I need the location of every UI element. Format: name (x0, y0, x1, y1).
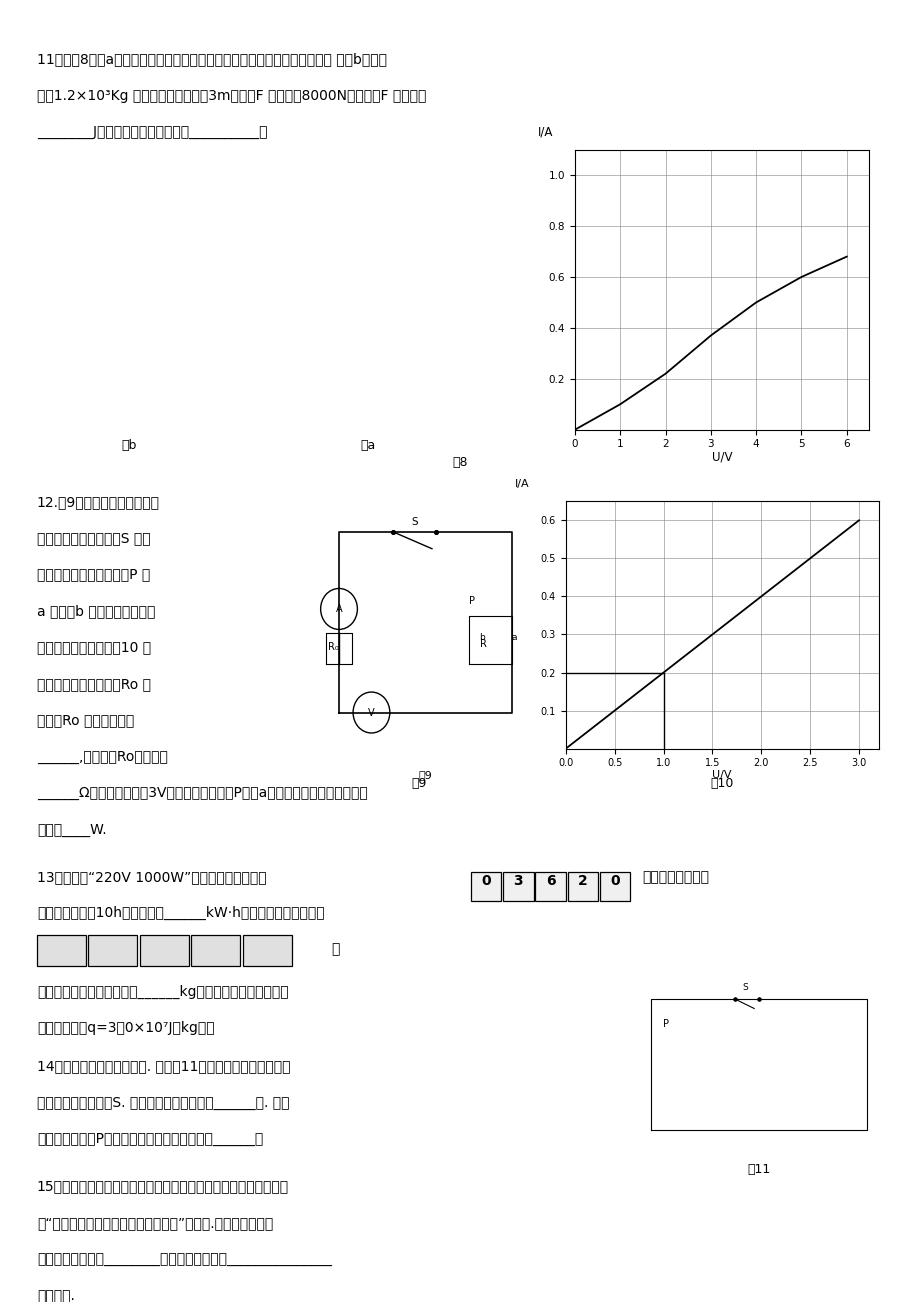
Bar (471, 872, 501, 901)
Text: 极指向地理位置的________方，是因为它受到_______________: 极指向地理位置的________方，是因为它受到_______________ (37, 1253, 332, 1267)
X-axis label: U/V: U/V (711, 769, 732, 780)
Text: 15、南宋民族英雄文天祥（江西吉安人），在《扬子江》一诗中著: 15、南宋民族英雄文天祥（江西吉安人），在《扬子江》一诗中著 (37, 1180, 289, 1194)
Text: 路中，正常工作10h，消耗电能______kW·h，此时电能表示数变为: 路中，正常工作10h，消耗电能______kW·h，此时电能表示数变为 (37, 906, 324, 921)
Text: 图8: 图8 (452, 456, 467, 469)
Bar (191, 935, 240, 966)
Y-axis label: I/A: I/A (514, 479, 528, 490)
Text: 图11: 图11 (746, 1163, 770, 1176)
Text: ______,定値电阔Ro的阔値是: ______,定値电阔Ro的阔値是 (37, 750, 167, 764)
Text: 12.图9是某同学探究电流与电: 12.图9是某同学探究电流与电 (37, 495, 160, 509)
Text: a 端移至b 端，电流表和电压: a 端移至b 端，电流表和电压 (37, 604, 155, 618)
Bar (243, 935, 291, 966)
Text: 图9: 图9 (411, 777, 425, 790)
Text: 示。由图像可得：通过Ro 的: 示。由图像可得：通过Ro 的 (37, 677, 151, 691)
Text: （焦炭的热値q=3．0×10⁷J／kg）。: （焦炭的热値q=3．0×10⁷J／kg）。 (37, 1021, 214, 1035)
Text: 6: 6 (545, 874, 555, 888)
Text: 图b: 图b (121, 439, 136, 452)
Text: 场的作用.: 场的作用. (37, 1289, 74, 1302)
Text: P: P (468, 596, 474, 607)
Text: 0: 0 (481, 874, 491, 888)
Bar (140, 935, 188, 966)
Text: 下“臣心一片磁针石，不指南方不肯休”的诗句.这里磁针石的南: 下“臣心一片磁针石，不指南方不肯休”的诗句.这里磁针石的南 (37, 1216, 273, 1230)
Text: a: a (511, 633, 516, 642)
Text: 量为1.2×10³Kg 的重物竞直匀速提高3m，拉力F 的大小为8000N，则拉力F 做的功为: 量为1.2×10³Kg 的重物竞直匀速提高3m，拉力F 的大小为8000N，则拉… (37, 89, 425, 103)
Text: S: S (742, 983, 747, 992)
Text: 本次用电与完全燃烧质量为______kg的焦炭所释放的热量相等: 本次用电与完全燃烧质量为______kg的焦炭所释放的热量相等 (37, 984, 289, 999)
Bar (88, 935, 137, 966)
Bar (535, 872, 565, 901)
Text: 压关系的电路图。开关S 闭合: 压关系的电路图。开关S 闭合 (37, 531, 151, 546)
Text: b: b (479, 633, 485, 642)
Text: 2: 2 (577, 874, 587, 888)
Text: 3: 3 (513, 874, 523, 888)
Text: 图a: 图a (360, 439, 375, 452)
Bar (567, 872, 597, 901)
X-axis label: U/V: U/V (711, 450, 732, 464)
Text: 功率是____W.: 功率是____W. (37, 823, 107, 837)
Text: V: V (368, 707, 374, 717)
Text: R₀: R₀ (328, 642, 338, 652)
Text: 动变阔器的滑片P向左移动时，电磁铁的磁性将______。: 动变阔器的滑片P向左移动时，电磁铁的磁性将______。 (37, 1133, 263, 1146)
Text: 电流与Ro 两端的电压成: 电流与Ro 两端的电压成 (37, 713, 134, 728)
Bar (599, 872, 630, 901)
Text: ________J，该滑轮组的机械效率为__________。: ________J，该滑轮组的机械效率为__________。 (37, 125, 267, 139)
Text: 个电磁铁。闭合开关S. 小磁针静止时左端应为______极. 当滑: 个电磁铁。闭合开关S. 小磁针静止时左端应为______极. 当滑 (37, 1096, 289, 1109)
Text: 的电能表所在的电: 的电能表所在的电 (641, 870, 709, 884)
Text: 0: 0 (609, 874, 619, 888)
Text: 13、将一个“220V 1000W”的电暖气接入示数为: 13、将一个“220V 1000W”的电暖气接入示数为 (37, 870, 267, 884)
Text: A: A (335, 604, 342, 615)
Text: 。: 。 (331, 943, 339, 957)
Text: 14、小星用导线绕在铁钉上. 接入图11所示的电路中，制成了一: 14、小星用导线绕在铁钉上. 接入图11所示的电路中，制成了一 (37, 1060, 290, 1073)
Text: 图10: 图10 (709, 777, 733, 790)
Text: 后，将滑动变阔器的滑片P 从: 后，将滑动变阔器的滑片P 从 (37, 568, 150, 582)
Text: 表的示数变化关系如图10 所: 表的示数变化关系如图10 所 (37, 641, 151, 655)
Y-axis label: I/A: I/A (538, 125, 552, 138)
Text: R: R (479, 639, 486, 650)
Bar (37, 935, 85, 966)
Text: 11、如图8（图a）所示是一台正在建筑工地作业的起重机，吸臂上的滑轮组 如图b）将频: 11、如图8（图a）所示是一台正在建筑工地作业的起重机，吸臂上的滑轮组 如图b）… (37, 52, 386, 66)
Bar (503, 872, 533, 901)
Text: ______Ω。实验时，电源3V保持不变，当滑片P位于a端时，滑动变阔器消耗的电: ______Ω。实验时，电源3V保持不变，当滑片P位于a端时，滑动变阔器消耗的电 (37, 786, 368, 801)
Text: P: P (663, 1019, 669, 1029)
Text: 图9: 图9 (418, 769, 432, 780)
Text: S: S (411, 517, 417, 526)
